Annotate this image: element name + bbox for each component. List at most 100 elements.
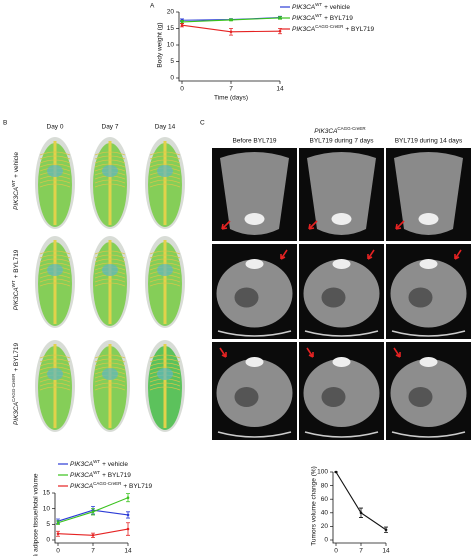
text-part: + BYL719: [13, 343, 20, 372]
text-part: CAGG-CreER: [11, 373, 16, 402]
text-part: + vehicle: [324, 4, 350, 11]
ct-bone: [245, 357, 264, 367]
row-label: PIK3CAWT + vehicle: [11, 152, 20, 210]
render-rib: [149, 179, 181, 184]
x-tick-label: 14: [124, 548, 132, 555]
render-rib: [149, 282, 181, 287]
render-rib: [94, 366, 126, 371]
text-part: + vehicle: [102, 461, 128, 468]
column-title: Before BYL719: [232, 138, 276, 145]
render-organ: [47, 368, 63, 380]
render-rib: [94, 262, 126, 267]
legend-label: PIK3CACAGG-CreER + BYL719: [292, 24, 375, 33]
point: [384, 528, 388, 532]
ct-bone: [245, 259, 264, 269]
y-tick-label: 80: [321, 482, 329, 489]
ct-bone: [244, 213, 265, 225]
column-title: Day 7: [102, 124, 119, 131]
text-part: WT: [93, 470, 100, 475]
point: [278, 29, 282, 33]
render-rib: [94, 183, 126, 188]
render-rib: [39, 366, 71, 371]
x-axis-label: Time (days): [214, 95, 248, 102]
ct-arrow: [219, 347, 227, 358]
render-rib: [39, 254, 71, 259]
mouse-render: [35, 340, 75, 432]
panel-label: A: [150, 3, 155, 10]
render-rib: [39, 155, 71, 160]
text-part: PIK3CA: [292, 4, 315, 11]
y-tick-label: 0: [46, 537, 50, 544]
text-part: WT: [93, 459, 100, 464]
y-axis-label: % adipose tissue/total volume: [33, 473, 40, 556]
render-rib: [39, 183, 71, 188]
ct-table: [304, 330, 379, 337]
text-part: + BYL719: [123, 483, 152, 490]
x-tick-label: 0: [180, 86, 184, 93]
render-organ: [102, 368, 118, 380]
text-part: PIK3CA: [292, 26, 315, 33]
render-organ: [157, 264, 173, 276]
column-title: BYL719 during 7 days: [310, 138, 375, 145]
render-rib: [149, 382, 181, 387]
text-part: PIK3CA: [292, 15, 315, 22]
y-tick-label: 100: [317, 469, 328, 476]
ct-scan: [212, 342, 297, 440]
point: [126, 513, 130, 517]
mouse-render: [90, 137, 130, 229]
legend-label: PIK3CAWT + BYL719: [70, 470, 131, 479]
column-title: Day 0: [47, 124, 64, 131]
y-tick-label: 5: [170, 58, 174, 65]
axis-line: [332, 472, 386, 544]
text-part: + BYL719: [13, 249, 20, 278]
text-part: WT: [315, 2, 322, 7]
text-part: + vehicle: [13, 152, 20, 178]
point: [180, 23, 184, 27]
text-part: + BYL719: [324, 15, 353, 22]
point: [229, 30, 233, 34]
point: [334, 470, 338, 474]
panel-header: PIK3CACAGG-CreER: [314, 126, 366, 135]
x-tick-label: 0: [334, 548, 338, 555]
render-rib: [39, 151, 71, 156]
ct-bone: [419, 357, 438, 367]
render-rib: [149, 278, 181, 283]
render-rib: [149, 151, 181, 156]
ct-arrow: [367, 249, 375, 260]
text-part: CAGG-CreER: [337, 126, 366, 131]
ct-arrow: [395, 220, 405, 230]
render-rib: [149, 366, 181, 371]
x-tick-label: 7: [359, 548, 363, 555]
ct-cavity: [408, 387, 433, 407]
render-rib: [39, 354, 71, 359]
ct-table: [217, 431, 292, 438]
ct-scan: [212, 244, 297, 339]
y-tick-label: 10: [43, 505, 51, 512]
mouse-render: [35, 236, 75, 328]
point: [56, 521, 60, 525]
mouse-render: [90, 236, 130, 328]
panel-label: B: [3, 120, 7, 127]
text-part: WT: [11, 280, 16, 287]
point: [180, 20, 184, 24]
render-organ: [102, 264, 118, 276]
render-rib: [149, 183, 181, 188]
y-tick-label: 0: [170, 75, 174, 82]
mouse-render: [145, 137, 185, 229]
render-rib: [39, 159, 71, 164]
y-tick-label: 60: [321, 496, 329, 503]
render-rib: [94, 382, 126, 387]
render-organ: [157, 165, 173, 177]
render-rib: [149, 250, 181, 255]
ct-bone: [331, 213, 352, 225]
render-rib: [94, 151, 126, 156]
render-organ: [47, 165, 63, 177]
x-tick-label: 7: [229, 86, 233, 93]
render-organ: [102, 165, 118, 177]
point: [56, 532, 60, 536]
render-rib: [94, 258, 126, 263]
ct-scan: [386, 244, 471, 339]
render-rib: [94, 358, 126, 363]
y-tick-label: 15: [43, 490, 51, 497]
